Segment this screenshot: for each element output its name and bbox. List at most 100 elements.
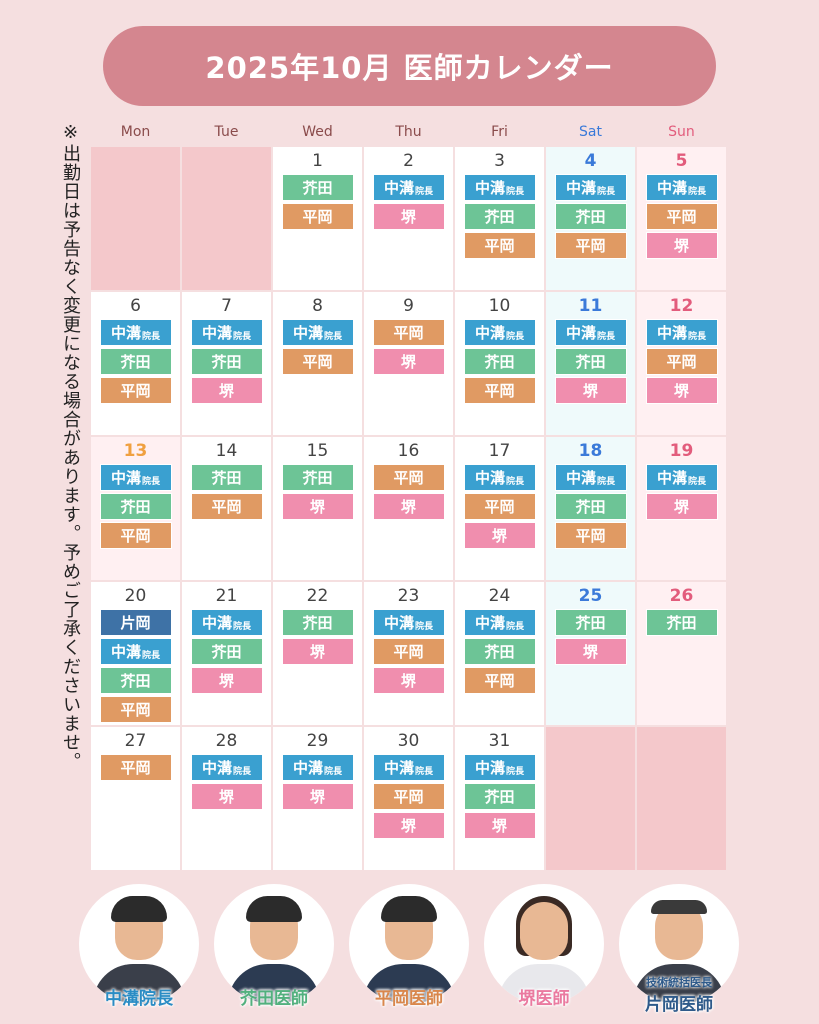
doctor-tag-name: 中溝 [201,324,232,342]
doctor-tag-nakamizo: 中溝 院長 [99,638,172,665]
doctor-tag-name: 堺 [400,672,416,690]
calendar: Mon Tue Wed Thu Fri Sat Sun 1 芥田 平岡 2 中溝 院長堺 3… [90,118,728,871]
doctor-tag-suffix: 院長 [233,767,252,777]
doctor-tag-name: 芥田 [575,498,606,516]
doctor-tag-sakai: 堺 [190,377,263,404]
doctor-tag-name: 平岡 [120,701,151,719]
doctor-tag-sakai: 堺 [554,638,627,665]
day-number: 26 [669,586,694,606]
doctor-tag-akuta: 芥田 [99,348,172,375]
calendar-day-cell: 26 芥田 [636,581,727,726]
calendar-day-cell: 18 中溝 院長 芥田 平岡 [545,436,636,581]
doctor-tag-name: 平岡 [393,469,424,487]
doctor-tag-hiraoka: 平岡 [99,522,172,549]
doctor-tag-name: 堺 [218,382,234,400]
doctor-tag-nakamizo: 中溝 院長 [190,754,263,781]
doctor-tag-nakamizo: 中溝 院長 [281,319,354,346]
doctor-tag-hiraoka: 平岡 [463,377,536,404]
doctor-tag-name: 堺 [582,382,598,400]
calendar-day-cell: 30 中溝 院長 平岡堺 [363,726,454,871]
doctor-tag-name: 芥田 [120,353,151,371]
doctor-tag-sakai: 堺 [281,638,354,665]
calendar-day-cell: 23 中溝 院長 平岡堺 [363,581,454,726]
doctor-tag-akuta: 芥田 [554,203,627,230]
doctor-tag-akuta: 芥田 [281,174,354,201]
weekday-label: Mon [90,118,181,146]
doctor-tag-nakamizo: 中溝 院長 [190,609,263,636]
doctor-tag-name: 中溝 [565,469,596,487]
doctor-tag-sakai: 堺 [645,493,718,520]
doctor-tag-suffix: 院長 [506,622,525,632]
doctor-tag-name: 堺 [673,237,689,255]
calendar-day-cell: 1 芥田 平岡 [272,146,363,291]
doctor-tag-akuta: 芥田 [463,203,536,230]
calendar-day-cell: 7 中溝 院長 芥田堺 [181,291,272,436]
day-number: 10 [488,296,511,316]
doctor-list: 中溝 院長 平岡 [273,319,362,375]
doctor-photo [349,884,469,1004]
calendar-empty-cell [545,726,636,871]
page-title: 2025年10月 医師カレンダー [205,51,614,85]
doctor-tag-name: 平岡 [666,208,697,226]
doctor-tag-nakamizo: 中溝 院長 [281,754,354,781]
doctor-list: 中溝 院長 芥田 平岡 [455,174,544,259]
doctor-tag-name: 平岡 [120,759,151,777]
doctor-tag-nakamizo: 中溝 院長 [645,464,718,491]
notice-text: ※出勤日は予告なく変更になる場合があります。予めご了承くださいませ。 [60,122,81,771]
doctor-tag-hiraoka: 平岡 [554,232,627,259]
doctor-tag-name: 平岡 [393,788,424,806]
calendar-day-cell: 9 平岡堺 [363,291,454,436]
doctor-tag-name: 片岡 [120,614,151,632]
doctor-tag-sakai: 堺 [372,203,445,230]
calendar-empty-cell [636,726,727,871]
day-number: 3 [494,151,505,171]
doctor-list: 中溝 院長 平岡堺 [364,609,453,694]
doctor-tag-hiraoka: 平岡 [99,696,172,723]
doctor-tag-sakai: 堺 [372,493,445,520]
doctor-photo [79,884,199,1004]
doctor-tag-name: 堺 [673,382,689,400]
calendar-week: 6 中溝 院長 芥田 平岡 7 中溝 院長 芥田堺 8 中溝 院長 平岡 9 平岡堺 10 中溝 院長 芥田 平岡 11… [90,291,728,436]
doctor-tag-name: 堺 [218,788,234,806]
doctor-tag-name: 芥田 [484,788,515,806]
doctor-tag-sakai: 堺 [645,232,718,259]
doctor-list: 芥田堺 [273,464,362,520]
doctor-tag-name: 芥田 [575,353,606,371]
calendar-day-cell: 21 中溝 院長 芥田堺 [181,581,272,726]
doctor-tag-suffix: 院長 [506,767,525,777]
day-number: 6 [130,296,141,316]
doctor-list: 中溝 院長 芥田堺 [546,319,635,404]
calendar-day-cell: 27 平岡 [90,726,181,871]
doctor-photo [619,884,739,1004]
doctor-portrait: 技術統括医長 片岡医師 [618,884,740,1015]
doctor-tag-suffix: 院長 [597,332,616,342]
doctor-tag-sakai: 堺 [372,812,445,839]
day-number: 14 [215,441,238,461]
calendar-day-cell: 11 中溝 院長 芥田堺 [545,291,636,436]
weekday-label: Tue [181,118,272,146]
doctor-tag-sakai: 堺 [190,667,263,694]
doctor-tag-name: 平岡 [575,527,606,545]
day-number: 16 [397,441,420,461]
doctor-tag-suffix: 院長 [688,477,707,487]
doctor-tag-nakamizo: 中溝 院長 [372,754,445,781]
doctor-tag-nakamizo: 中溝 院長 [463,609,536,636]
doctor-tag-suffix: 院長 [415,622,434,632]
calendar-day-cell: 28 中溝 院長堺 [181,726,272,871]
day-number: 22 [306,586,329,606]
doctor-tag-suffix: 院長 [324,332,343,342]
calendar-empty-cell [90,146,181,291]
doctor-tag-nakamizo: 中溝 院長 [463,464,536,491]
doctor-list: 中溝 院長 平岡堺 [455,464,544,549]
doctor-tag-name: 中溝 [474,324,505,342]
day-number: 24 [488,586,511,606]
doctor-tag-akuta: 芥田 [463,783,536,810]
day-number: 13 [123,441,148,461]
doctor-tag-name: 芥田 [120,672,151,690]
doctor-tag-hiraoka: 平岡 [372,464,445,491]
doctor-tag-name: 中溝 [201,614,232,632]
doctor-list: 中溝 院長堺 [182,754,271,810]
doctor-tag-akuta: 芥田 [190,464,263,491]
calendar-day-cell: 22 芥田堺 [272,581,363,726]
calendar-day-cell: 15 芥田堺 [272,436,363,581]
